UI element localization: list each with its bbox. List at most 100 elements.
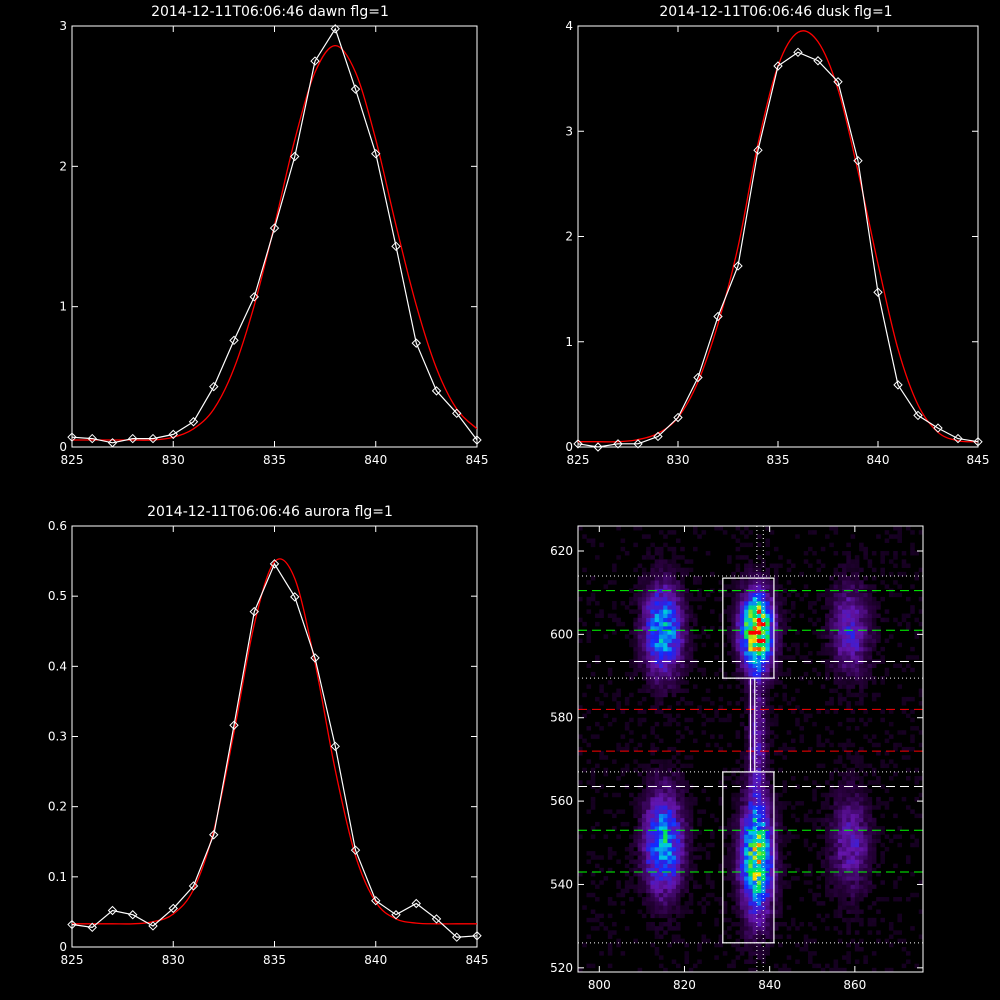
heatmap-cell (786, 863, 792, 869)
heatmap-cell (731, 617, 736, 623)
heatmap-cell (667, 846, 672, 852)
heatmap-cell (833, 759, 839, 764)
heatmap-cell (842, 838, 847, 844)
heatmap-cell (680, 613, 685, 618)
heatmap-cell (778, 855, 783, 860)
heatmap-cell (846, 780, 851, 785)
heatmap-cell (667, 684, 672, 689)
heatmap-cell (773, 963, 779, 969)
heatmap-cell (675, 884, 681, 889)
heatmap-cell (833, 596, 839, 602)
heatmap-cell (595, 788, 600, 794)
heatmap-cell (595, 734, 600, 739)
heatmap-cell (675, 805, 681, 810)
heatmap-cell (650, 909, 655, 914)
heatmap-cell (590, 592, 596, 598)
heatmap-cell (688, 896, 694, 902)
heatmap-cell (752, 609, 758, 614)
heatmap-cell (893, 663, 898, 669)
heatmap-cell (641, 792, 647, 798)
heatmap-cell (846, 676, 851, 681)
heatmap-cell (761, 959, 766, 964)
heatmap-cell (846, 805, 851, 810)
heatmap-cell (782, 801, 787, 806)
heatmap-cell (748, 938, 753, 944)
heatmap-cell (761, 905, 766, 910)
heatmap-cell (778, 884, 783, 889)
heatmap-cell (918, 813, 924, 819)
heatmap-cell (650, 926, 655, 931)
heatmap-cell (739, 921, 745, 927)
heatmap-cell (667, 671, 672, 677)
heatmap-cell (680, 555, 685, 560)
heatmap-cell (710, 734, 715, 739)
data-point-aurora (229, 720, 239, 730)
heatmap-cell (829, 634, 834, 639)
heatmap-cell (633, 642, 638, 648)
heatmap-cell (684, 634, 690, 639)
heatmap-cell (914, 813, 920, 819)
heatmap-cell (748, 571, 753, 577)
heatmap-cell (837, 817, 843, 823)
heatmap-cell (735, 596, 741, 602)
heatmap-cell (918, 792, 924, 798)
heatmap-cell (633, 838, 638, 844)
heatmap-cell (667, 896, 672, 902)
heatmap-cell (765, 834, 770, 839)
heatmap-cell (718, 780, 724, 785)
heatmap-cell (663, 788, 668, 794)
heatmap-cell (663, 630, 668, 635)
heatmap-cell (650, 609, 655, 614)
heatmap-cell (663, 842, 668, 848)
heatmap-cell (633, 759, 638, 764)
heatmap-cell (735, 592, 741, 598)
heatmap-cell (705, 796, 711, 802)
heatmap-cell (705, 717, 711, 723)
heatmap-cell (893, 534, 898, 539)
heatmap-cell (582, 767, 587, 773)
heatmap-cell (620, 809, 626, 814)
heatmap-cell (867, 630, 873, 635)
heatmap-cell (854, 559, 860, 564)
heatmap-cell (701, 730, 707, 735)
heatmap-cell (675, 776, 681, 781)
heatmap-cell (910, 738, 915, 744)
heatmap-cell (671, 892, 677, 898)
heatmap-cell (735, 609, 741, 614)
heatmap-cell (684, 796, 690, 802)
heatmap-cell (650, 780, 655, 785)
heatmap-cell (756, 926, 762, 931)
heatmap-cell (667, 884, 672, 889)
heatmap-cell (684, 826, 690, 831)
heatmap-cell (663, 763, 668, 769)
heatmap-cell (624, 726, 630, 731)
heatmap-cell (646, 642, 651, 648)
heatmap-cell (722, 630, 728, 635)
heatmap-cell (803, 880, 809, 885)
heatmap-cell (918, 909, 924, 914)
heatmap-cell (871, 663, 877, 669)
heatmap-cell (876, 630, 881, 635)
panel-dusk: 2014-12-11T06:06:46 dusk flg=1 825 830 835… (565, 4, 989, 467)
heatmap-cell (859, 763, 864, 769)
heatmap-cell (646, 767, 651, 773)
heatmap-cell (744, 734, 749, 739)
selection-box (749, 677, 756, 773)
heatmap-cell (658, 609, 664, 614)
heatmap-cell (914, 726, 920, 731)
heatmap-cell (612, 563, 617, 568)
heatmap-cell (854, 759, 860, 764)
heatmap-cell (731, 830, 736, 835)
heatmap-cell (837, 788, 843, 794)
heatmap-cell (693, 634, 698, 639)
heatmap-cell (761, 951, 766, 956)
heatmap-cell (867, 642, 873, 648)
heatmap-cell (671, 780, 677, 785)
heatmap-cell (603, 767, 609, 773)
heatmap-cell (748, 621, 753, 627)
heatmap-cell (773, 834, 779, 839)
heatmap-cell (850, 805, 856, 810)
heatmap-cell (693, 642, 698, 648)
heatmap-cell (624, 821, 630, 827)
heatmap-cell (735, 921, 741, 927)
